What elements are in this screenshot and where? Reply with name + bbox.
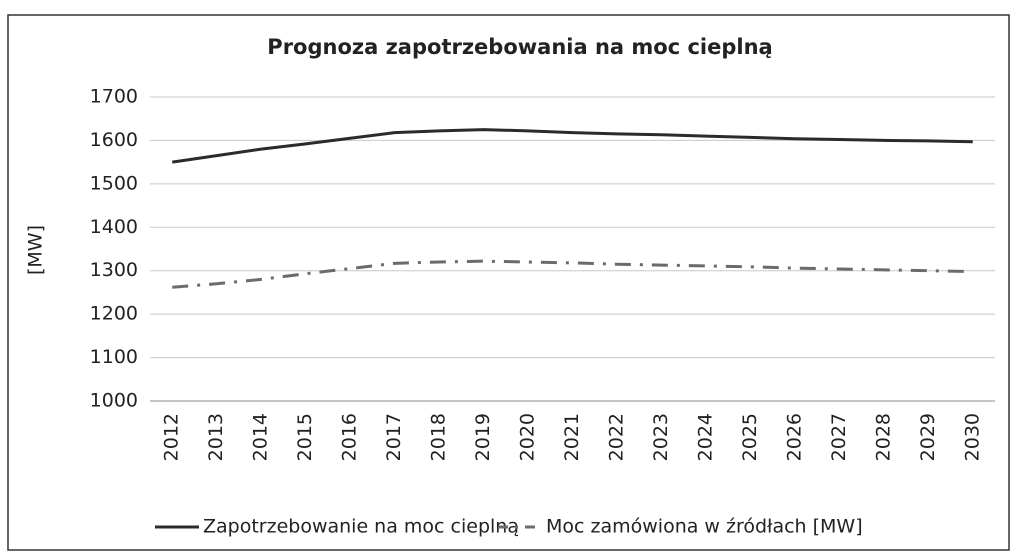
x-tick-label: 2012: [161, 413, 183, 461]
x-tick-label: 2014: [250, 413, 272, 461]
y-tick-label: 1500: [90, 172, 138, 194]
x-tick-label: 2015: [294, 413, 316, 461]
y-tick-label: 1700: [90, 86, 138, 108]
x-tick-label: 2013: [205, 413, 227, 461]
x-tick-label: 2022: [605, 413, 627, 461]
y-axis-label: [MW]: [25, 225, 47, 275]
x-tick-label: 2028: [872, 413, 894, 461]
series-line: [172, 128, 973, 164]
x-tick-label: 2020: [517, 413, 539, 461]
chart-border: [7, 14, 1010, 551]
y-tick-label: 1000: [90, 390, 138, 412]
x-tick-label: 2023: [650, 413, 672, 461]
y-tick-label: 1400: [90, 216, 138, 238]
x-tick-label: 2026: [783, 413, 805, 461]
x-tick-label: 2018: [428, 413, 450, 461]
x-tick-label: 2021: [561, 413, 583, 461]
y-tick-label: 1600: [90, 129, 138, 151]
legend-label: Moc zamówiona w źródłach [MW]: [546, 516, 863, 538]
series-line: [172, 259, 973, 289]
x-tick-label: 2024: [694, 413, 716, 461]
x-tick-label: 2029: [917, 413, 939, 461]
y-tick-label: 1100: [90, 346, 138, 368]
x-tick-label: 2027: [828, 413, 850, 461]
legend-label: Zapotrzebowanie na moc cieplną: [203, 516, 519, 538]
x-tick-label: 2030: [961, 413, 983, 461]
x-tick-label: 2019: [472, 413, 494, 461]
x-tick-label: 2016: [339, 413, 361, 461]
y-tick-label: 1300: [90, 259, 138, 281]
y-tick-label: 1200: [90, 303, 138, 325]
x-tick-label: 2025: [739, 413, 761, 461]
x-tick-label: 2017: [383, 413, 405, 461]
chart-title: Prognoza zapotrzebowania na moc cieplną: [267, 35, 772, 59]
